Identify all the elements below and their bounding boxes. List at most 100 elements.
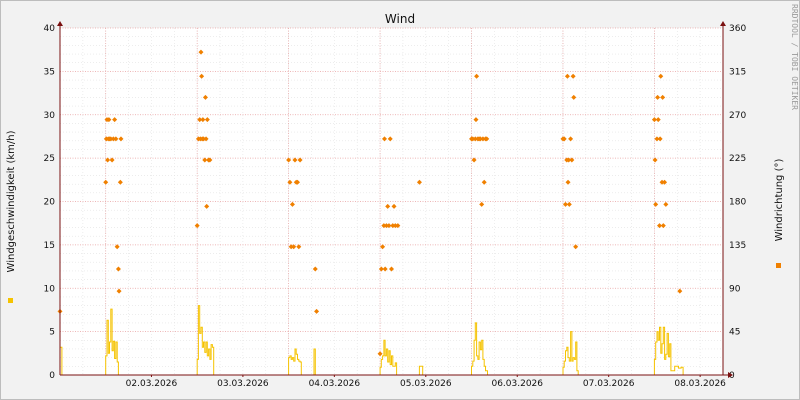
left-tick-label: 5 <box>49 328 55 338</box>
direction-point <box>314 308 320 314</box>
direction-point <box>296 244 302 250</box>
direction-point <box>286 157 292 163</box>
direction-point <box>383 223 389 229</box>
direction-point <box>204 117 210 123</box>
right-tick-label: 180 <box>729 198 746 208</box>
left-tick-label: 25 <box>44 154 55 164</box>
x-tick-label: 03.03.2026 <box>217 379 269 389</box>
speed-series <box>59 305 684 376</box>
direction-point <box>116 288 122 294</box>
right-tick-label: 45 <box>729 328 740 338</box>
right-tick-label: 225 <box>729 154 746 164</box>
left-tick-label: 10 <box>44 284 56 294</box>
major-grid <box>60 27 723 375</box>
direction-point <box>207 157 213 163</box>
direction-point <box>395 223 401 229</box>
direction-point <box>571 94 577 100</box>
direction-point <box>288 244 294 250</box>
direction-point <box>677 288 683 294</box>
direction-point <box>653 201 659 207</box>
direction-point <box>287 179 293 185</box>
direction-point <box>389 266 394 272</box>
left-tick-label: 15 <box>44 241 55 251</box>
direction-point <box>570 73 576 79</box>
direction-point <box>378 266 384 272</box>
direction-point <box>480 136 486 142</box>
direction-point <box>569 157 575 163</box>
direction-point <box>471 157 477 163</box>
direction-point <box>386 223 392 229</box>
direction-point <box>566 157 572 163</box>
direction-point <box>377 351 383 357</box>
direction-point <box>657 136 663 142</box>
direction-point <box>391 203 397 209</box>
direction-point <box>295 179 301 185</box>
direction-point <box>198 49 204 55</box>
direction-point <box>654 136 660 142</box>
rrdtool-watermark: RRDTOOL / TOBI OETIKER <box>790 4 799 110</box>
direction-point <box>113 136 119 142</box>
speed-line <box>562 331 581 376</box>
direction-point <box>481 179 487 185</box>
speed-line <box>471 322 488 375</box>
left-axis-label: Windgeschwindigkeit (km/h) <box>6 130 17 272</box>
direction-point <box>655 117 661 123</box>
direction-point <box>561 136 567 142</box>
direction-point <box>106 117 112 123</box>
direction-point <box>105 157 111 163</box>
direction-point <box>473 117 479 123</box>
direction-legend-swatch <box>776 263 781 268</box>
right-tick-label: 315 <box>729 67 746 77</box>
left-axis-arrow <box>57 21 63 26</box>
x-tick-label: 08.03.2026 <box>674 379 726 389</box>
direction-point <box>204 203 210 209</box>
direction-point <box>201 136 207 142</box>
right-axis-label: Windrichtung (°) <box>774 159 785 242</box>
right-tick-label: 135 <box>729 241 746 251</box>
direction-point <box>110 136 116 142</box>
direction-point <box>199 73 205 79</box>
direction-point <box>200 117 206 123</box>
direction-point <box>312 266 318 272</box>
right-axis-arrow <box>720 21 726 26</box>
direction-point <box>109 157 115 163</box>
direction-point <box>103 179 109 185</box>
direction-point <box>472 136 478 142</box>
direction-point <box>392 223 398 229</box>
left-tick-label: 40 <box>44 24 56 34</box>
direction-point <box>479 201 485 207</box>
direction-point <box>297 157 303 163</box>
x-tick-label: 04.03.2026 <box>309 379 361 389</box>
direction-point <box>112 117 118 123</box>
direction-point <box>484 136 490 142</box>
speed-line <box>418 365 424 375</box>
x-axis-arrow <box>728 372 733 378</box>
speed-legend-swatch <box>8 298 13 303</box>
left-tick-label: 35 <box>44 67 55 77</box>
direction-point <box>662 179 668 185</box>
direction-point <box>660 94 666 100</box>
right-tick-label: 90 <box>729 284 741 294</box>
direction-point <box>651 117 657 123</box>
right-tick-label: 270 <box>729 111 746 121</box>
direction-point <box>289 201 295 207</box>
direction-point <box>381 223 387 229</box>
direction-point <box>115 266 121 272</box>
direction-point <box>292 157 298 163</box>
direction-point <box>118 136 124 142</box>
direction-point <box>387 136 393 142</box>
speed-line <box>653 326 684 375</box>
x-tick-label: 05.03.2026 <box>400 379 452 389</box>
direction-point <box>656 223 662 229</box>
chart-title: Wind <box>385 12 415 26</box>
speed-line <box>196 305 216 376</box>
direction-series <box>57 49 683 357</box>
direction-point <box>568 136 574 142</box>
direction-point <box>382 136 388 142</box>
direction-point <box>655 94 661 100</box>
right-tick-label: 360 <box>729 24 746 34</box>
direction-point <box>203 136 209 142</box>
direction-point <box>477 136 483 142</box>
direction-point <box>563 201 569 207</box>
direction-point <box>660 223 666 229</box>
